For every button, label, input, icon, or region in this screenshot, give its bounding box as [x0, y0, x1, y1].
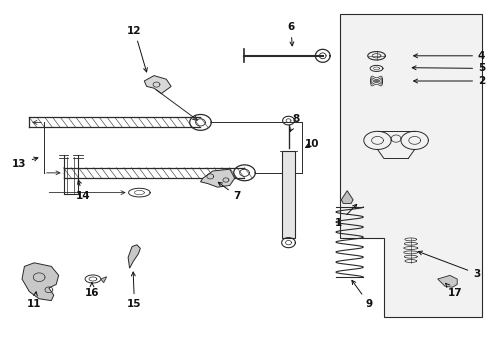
Bar — [281, 151, 295, 238]
Polygon shape — [200, 169, 234, 187]
Text: 5: 5 — [411, 63, 484, 73]
Polygon shape — [128, 245, 140, 268]
Text: 4: 4 — [413, 51, 485, 61]
Text: 10: 10 — [304, 139, 319, 149]
Text: 15: 15 — [127, 272, 142, 309]
Text: 2: 2 — [413, 76, 484, 86]
Text: 3: 3 — [417, 251, 479, 279]
Text: 7: 7 — [218, 182, 241, 201]
Text: 9: 9 — [351, 280, 372, 309]
Text: 8: 8 — [289, 114, 299, 131]
Polygon shape — [101, 277, 106, 283]
Text: 6: 6 — [287, 22, 294, 46]
Text: 16: 16 — [84, 283, 99, 298]
Polygon shape — [144, 76, 171, 94]
Text: 1: 1 — [334, 204, 356, 228]
Polygon shape — [339, 14, 481, 317]
Polygon shape — [437, 275, 456, 287]
Polygon shape — [22, 263, 59, 301]
Polygon shape — [341, 191, 352, 203]
Text: 13: 13 — [12, 157, 38, 169]
Text: 11: 11 — [27, 292, 41, 309]
Text: 14: 14 — [76, 180, 90, 201]
Text: 17: 17 — [445, 283, 461, 298]
Text: 12: 12 — [127, 26, 147, 72]
